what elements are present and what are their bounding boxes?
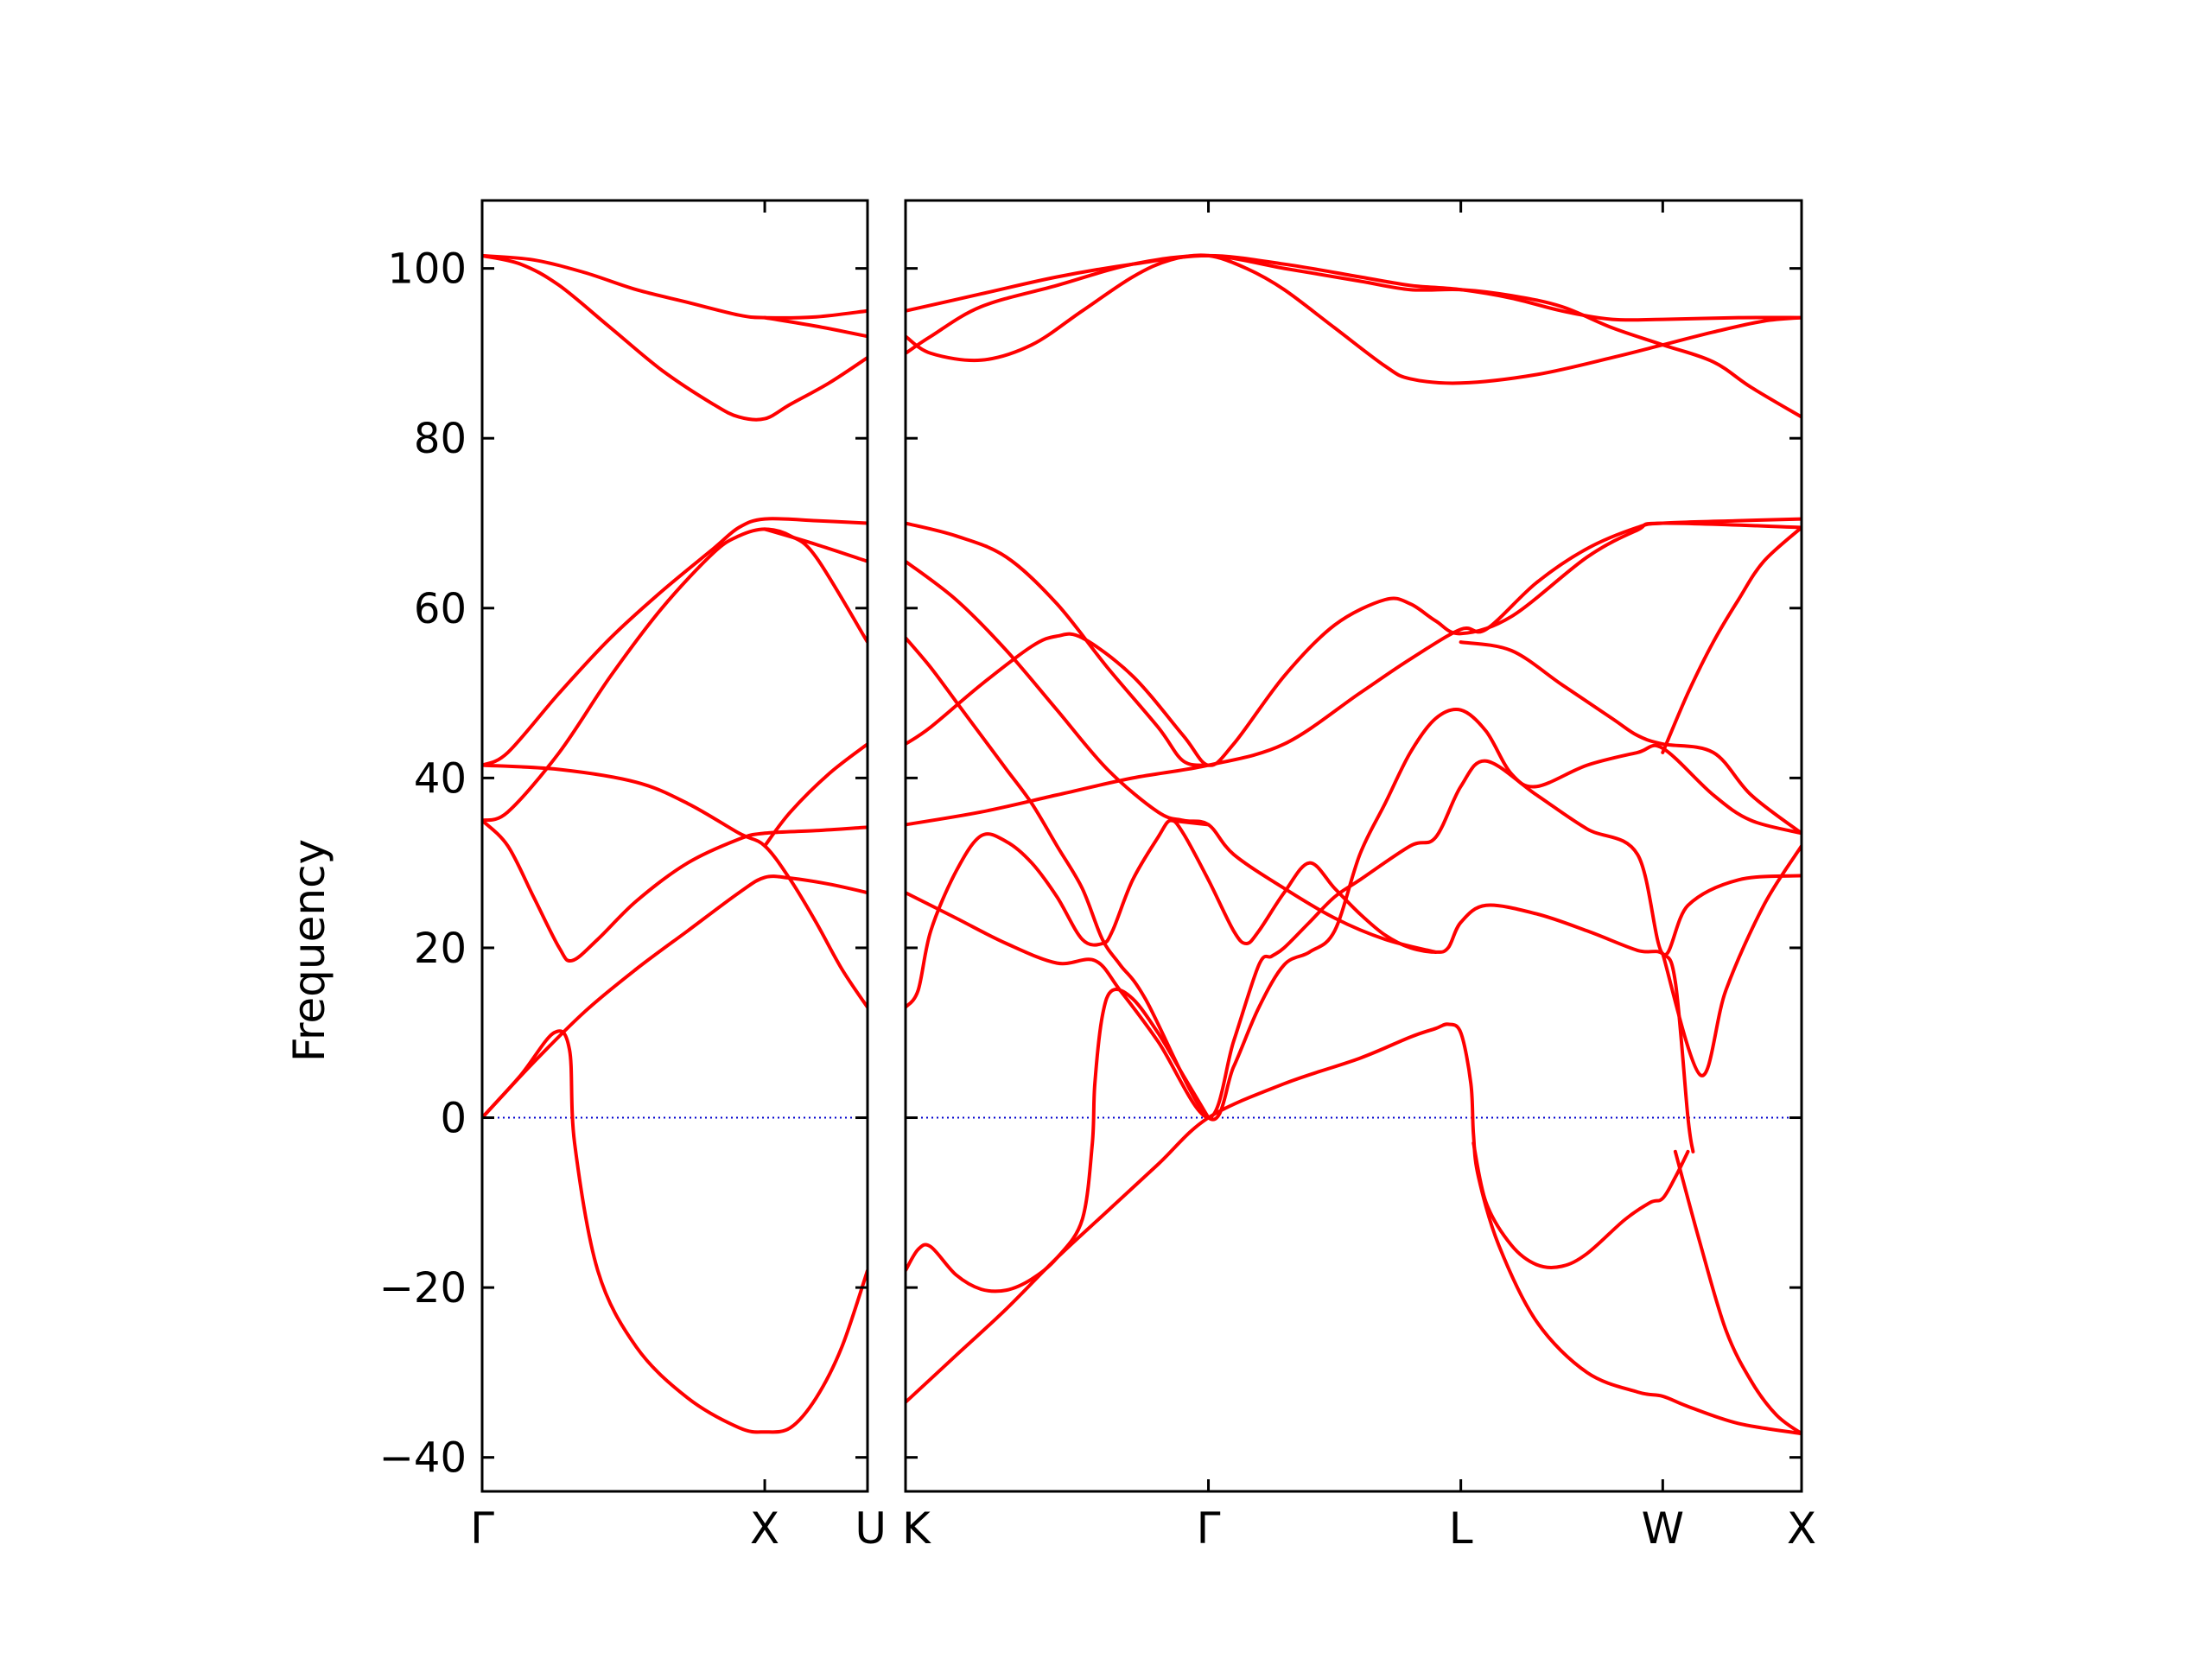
band-line bbox=[1661, 844, 1802, 1077]
x-tick-label: Γ bbox=[470, 1503, 494, 1554]
band-line bbox=[1168, 818, 1211, 827]
y-tick-label: −40 bbox=[379, 1434, 467, 1483]
x-tick-label: X bbox=[1787, 1503, 1816, 1554]
band-line bbox=[482, 253, 868, 422]
band-line bbox=[1459, 640, 1802, 836]
band-line bbox=[1673, 1149, 1802, 1436]
band-line bbox=[482, 517, 868, 767]
y-tick-label: 40 bbox=[414, 754, 467, 803]
x-tick-label: U bbox=[855, 1503, 887, 1554]
x-tick-label: K bbox=[902, 1503, 931, 1554]
band-line bbox=[906, 253, 1802, 419]
band-line bbox=[906, 759, 1802, 1120]
band-line bbox=[906, 253, 1802, 322]
band-line bbox=[482, 763, 868, 1009]
band-line bbox=[906, 559, 1438, 954]
band-line bbox=[906, 1022, 1802, 1436]
band-line bbox=[482, 527, 868, 823]
x-tick-label: Γ bbox=[1197, 1503, 1221, 1554]
x-tick-label: L bbox=[1449, 1503, 1473, 1554]
x-tick-label: X bbox=[750, 1503, 779, 1554]
band-line bbox=[906, 636, 1802, 1122]
y-tick-label: 0 bbox=[440, 1095, 467, 1143]
band-line bbox=[906, 521, 1211, 767]
x-tick-label: W bbox=[1642, 1503, 1684, 1554]
band-line bbox=[906, 521, 1802, 767]
band-line bbox=[482, 818, 868, 963]
y-axis-label: Frequency bbox=[284, 839, 334, 1062]
y-tick-label: 60 bbox=[414, 585, 467, 633]
band-line bbox=[482, 1029, 868, 1434]
panel-frame bbox=[904, 199, 1803, 1493]
band-line bbox=[763, 527, 868, 563]
band-line bbox=[1471, 1141, 1690, 1269]
y-tick-labels: −40 −20 0 20 40 60 80 100 bbox=[379, 245, 467, 1483]
band-line bbox=[763, 742, 868, 848]
band-line bbox=[906, 517, 1802, 827]
band-line bbox=[482, 874, 868, 1120]
band-line bbox=[482, 253, 868, 320]
y-tick-label: 100 bbox=[387, 245, 467, 294]
band-line bbox=[763, 315, 868, 339]
panel-frame bbox=[480, 199, 869, 1493]
band-line bbox=[906, 253, 1802, 385]
band-line bbox=[906, 818, 1695, 1154]
band-line bbox=[906, 988, 1211, 1294]
band-line bbox=[1661, 525, 1802, 754]
y-tick-label: 80 bbox=[414, 415, 467, 463]
y-tick-label: −20 bbox=[379, 1264, 467, 1313]
y-tick-label: 20 bbox=[414, 925, 467, 973]
